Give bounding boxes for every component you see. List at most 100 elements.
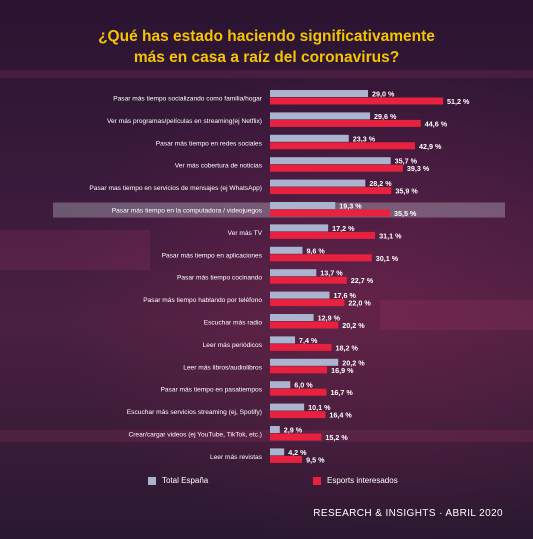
bar-total-espana <box>270 426 280 433</box>
value-label-esports-interesados: 30,1 % <box>376 254 399 263</box>
value-label-total-espana: 17,6 % <box>333 291 356 300</box>
category-label: Pasar más tiempo en redes sociales <box>156 140 263 147</box>
category-label: Pasar más tiempo en la computadora / vid… <box>112 208 263 215</box>
category-label: Ver más cobertura de noticias <box>175 163 263 170</box>
category-label: Pasar más tiempo cocinando <box>177 275 262 282</box>
background-glitch-band <box>380 300 533 330</box>
category-label: Pasar mas tiempo en servicios de mensaje… <box>89 185 262 192</box>
bar-total-espana <box>270 134 349 142</box>
footer-credit: RESEARCH & INSIGHTS · ABRIL 2020 <box>313 508 503 519</box>
value-label-esports-interesados: 22,0 % <box>348 299 371 308</box>
value-label-total-espana: 17,2 % <box>332 224 355 233</box>
value-label-esports-interesados: 39,3 % <box>407 164 430 173</box>
bar-total-espana <box>270 291 330 299</box>
bar-total-espana <box>270 403 305 411</box>
bar-esports-interesados <box>270 388 327 396</box>
value-label-total-espana: 23,3 % <box>353 134 376 143</box>
value-label-esports-interesados: 18,2 % <box>336 343 359 352</box>
value-label-total-espana: 35,7 % <box>395 157 418 166</box>
legend-swatch-total-espana <box>148 476 156 485</box>
chart-title-line-2: más en casa a raíz del coronavirus? <box>133 49 400 66</box>
value-label-total-espana: 19,3 % <box>339 202 362 211</box>
bar-total-espana <box>270 246 303 254</box>
bar-esports-interesados <box>270 231 376 239</box>
value-label-esports-interesados: 35,9 % <box>395 187 418 196</box>
category-label: Pasar más tiempo hablando por teléfono <box>143 297 262 304</box>
bar-esports-interesados <box>270 142 416 150</box>
category-label: Ver más programas/películas en streaming… <box>107 118 262 125</box>
value-label-esports-interesados: 31,1 % <box>379 231 402 240</box>
legend: Total España Esports interesados <box>0 476 533 490</box>
category-label: Leer más periódicos <box>203 342 263 349</box>
bar-chart: Pasar más tiempo socializando como famil… <box>53 90 505 464</box>
value-label-esports-interesados: 22,7 % <box>351 276 374 285</box>
value-label-esports-interesados: 16,4 % <box>329 411 352 420</box>
bar-esports-interesados <box>270 343 332 351</box>
value-label-esports-interesados: 20,2 % <box>342 321 365 330</box>
category-label: Pasar más tiempo socializando como famil… <box>113 96 263 103</box>
bar-total-espana <box>270 336 296 344</box>
legend-swatch-esports-interesados <box>313 476 321 485</box>
category-label: Escuchar más radio <box>204 320 263 327</box>
value-label-total-espana: 13,7 % <box>320 269 343 278</box>
legend-label-esports-interesados: Esports interesados <box>327 476 398 485</box>
value-label-total-espana: 29,6 % <box>374 112 397 121</box>
value-label-esports-interesados: 44,6 % <box>425 119 448 128</box>
category-label: Pasar más tiempo en pasatiempos <box>160 387 262 394</box>
value-label-total-espana: 6,0 % <box>294 381 313 390</box>
bar-total-espana <box>270 90 369 97</box>
chart-title: ¿Qué has estado haciendo significativame… <box>0 26 533 68</box>
bar-esports-interesados <box>270 321 339 329</box>
bar-esports-interesados <box>270 455 303 463</box>
value-label-total-espana: 9,6 % <box>306 246 325 255</box>
category-label: Leer más revistas <box>210 454 263 461</box>
background-glitch-band <box>0 230 150 270</box>
category-label: Escuchar más servicios streaming (ej, Sp… <box>127 409 262 416</box>
category-label: Leer más libros/audiolibros <box>183 364 262 371</box>
bar-total-espana <box>270 381 291 389</box>
value-label-esports-interesados: 35,5 % <box>394 209 417 218</box>
value-label-esports-interesados: 16,9 % <box>331 366 354 375</box>
bar-total-espana <box>270 448 285 456</box>
value-label-esports-interesados: 9,5 % <box>306 455 325 464</box>
bar-esports-interesados <box>270 97 444 105</box>
value-label-total-espana: 7,4 % <box>299 336 318 345</box>
value-label-total-espana: 20,2 % <box>342 358 365 367</box>
bar-total-espana <box>270 179 366 187</box>
category-label: Ver más TV <box>228 230 263 237</box>
bar-total-espana <box>270 358 339 366</box>
value-label-esports-interesados: 51,2 % <box>447 97 470 106</box>
legend-label-total-espana: Total España <box>162 476 209 485</box>
category-label: Crear/cargar videos (ej YouTube, TikTok,… <box>128 432 262 439</box>
bar-total-espana <box>270 112 371 120</box>
value-label-esports-interesados: 15,2 % <box>325 433 348 442</box>
value-label-total-espana: 28,2 % <box>369 179 392 188</box>
bar-total-espana <box>270 269 317 277</box>
value-label-total-espana: 4,2 % <box>288 448 307 457</box>
bar-total-espana <box>270 314 314 321</box>
bar-esports-interesados <box>270 164 403 172</box>
value-label-total-espana: 12,9 % <box>318 314 341 323</box>
chart-title-line-1: ¿Qué has estado haciendo significativame… <box>98 28 435 45</box>
value-label-esports-interesados: 16,7 % <box>330 388 353 397</box>
background-glitch-band <box>0 70 533 78</box>
bar-esports-interesados <box>270 299 345 307</box>
value-label-total-espana: 2,9 % <box>284 426 303 435</box>
background-glitch-band <box>0 430 533 442</box>
bar-esports-interesados <box>270 254 372 262</box>
value-label-total-espana: 29,0 % <box>372 90 395 99</box>
value-label-esports-interesados: 42,9 % <box>419 142 442 151</box>
bar-esports-interesados <box>270 187 392 195</box>
bar-total-espana <box>270 202 336 209</box>
bar-esports-interesados <box>270 411 326 419</box>
legend-item-total-espana: Total España <box>148 476 208 485</box>
value-label-total-espana: 10,1 % <box>308 403 331 412</box>
bar-esports-interesados <box>270 209 390 217</box>
bar-esports-interesados <box>270 366 328 374</box>
bar-esports-interesados <box>270 119 421 127</box>
bar-total-espana <box>270 157 391 165</box>
category-label: Pasar más tiempo en aplicaciones <box>162 252 263 259</box>
bar-total-espana <box>270 224 329 232</box>
bar-esports-interesados <box>270 276 347 284</box>
